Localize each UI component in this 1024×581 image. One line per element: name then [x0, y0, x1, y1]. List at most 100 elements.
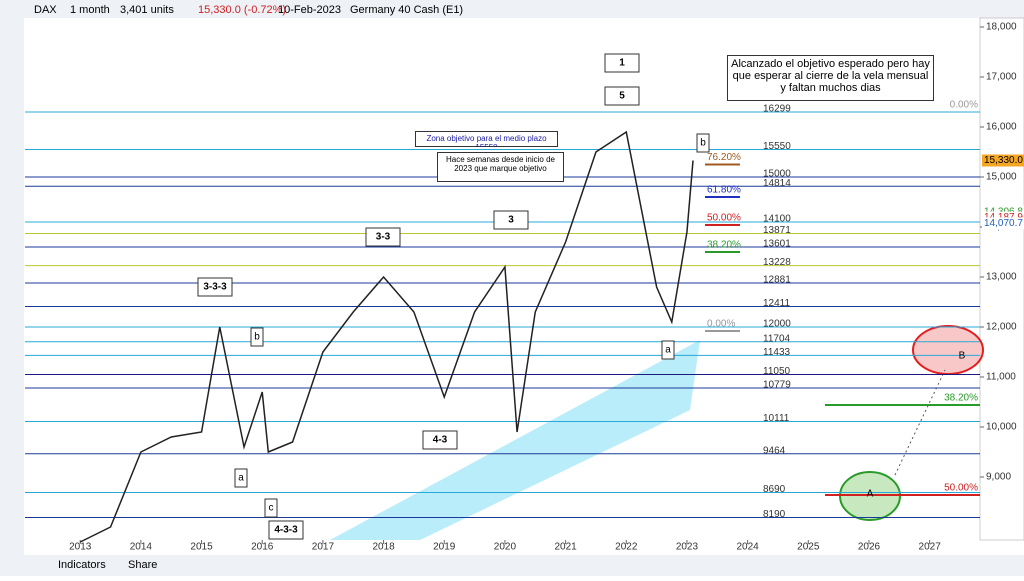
- level-label: 15000: [763, 169, 791, 180]
- fib-label: 0.00%: [707, 319, 735, 330]
- level-label: 10779: [763, 380, 791, 391]
- wave-label: a: [665, 345, 671, 356]
- y-tick-label: 17,000: [986, 72, 1017, 83]
- wave-label-box: [365, 227, 401, 247]
- level-label: 10111: [763, 413, 790, 424]
- wave-label-box: [250, 327, 264, 347]
- x-tick-label: 2018: [372, 542, 395, 553]
- fib-label: 61.80%: [707, 185, 741, 196]
- level-label: 13871: [763, 225, 791, 236]
- left-toolbar: [0, 18, 24, 555]
- interval[interactable]: 1 month: [70, 4, 110, 16]
- wave-label: 3: [508, 215, 514, 226]
- level-label: 12881: [763, 275, 791, 286]
- level-label: 13601: [763, 239, 791, 250]
- projection: [894, 369, 946, 476]
- wave-label: 3-3-3: [203, 282, 227, 293]
- level-label: 12000: [763, 319, 791, 330]
- y-tick-label: 13,000: [986, 272, 1017, 283]
- wave-label: 3-3: [376, 232, 391, 243]
- y-tick-label: 11,000: [986, 372, 1016, 383]
- fib-label: 50.00%: [944, 483, 978, 494]
- wave-label: 5: [619, 91, 625, 102]
- price-line: [79, 130, 694, 543]
- wave-label: a: [238, 473, 244, 484]
- level-label: 8690: [763, 484, 786, 495]
- price-axis: [979, 17, 1024, 541]
- price-label: 14,070.7: [984, 218, 1023, 229]
- x-tick-label: 2016: [251, 542, 274, 553]
- fib-label: 38.20%: [707, 240, 741, 251]
- note-box: Alcanzado el objetivo esperado pero hay …: [727, 55, 934, 101]
- y-tick-label: 16,000: [986, 122, 1017, 133]
- wave-label-box: [264, 498, 278, 518]
- note: Zona objetivo para el medio plazo 15550: [415, 131, 558, 147]
- wave-label-box: [422, 430, 458, 450]
- price-label-box: [982, 217, 1024, 230]
- wave-label-box: [604, 53, 640, 73]
- level-label: 16299: [763, 104, 791, 115]
- instrument: Germany 40 Cash (E1): [350, 4, 463, 16]
- x-tick-label: 2019: [433, 542, 456, 553]
- price-label-box: [982, 154, 1024, 167]
- wave-label-box: [268, 520, 304, 540]
- wave-label: A: [867, 489, 874, 500]
- top-toolbar: [0, 0, 1024, 18]
- x-tick-label: 2021: [554, 542, 577, 553]
- note: Alcanzado el objetivo esperado pero hay …: [727, 55, 934, 101]
- note: Hace semanas desde inicio de 2023 que ma…: [437, 152, 564, 182]
- units[interactable]: 3,401 units: [120, 4, 174, 16]
- x-tick-label: 2024: [736, 542, 759, 553]
- y-tick-label: 15,000: [986, 172, 1017, 183]
- level-label: 9464: [763, 445, 786, 456]
- price-label: 15,330.0: [984, 155, 1023, 166]
- wave-label: 4-3-3: [274, 525, 298, 536]
- wave-label: 4-3: [433, 435, 448, 446]
- wave-label-box: [234, 468, 248, 488]
- fib-label: 38.20%: [944, 393, 978, 404]
- x-tick-label: 2013: [69, 542, 92, 553]
- cloud-band: [330, 340, 700, 540]
- wave-label: B: [959, 351, 966, 362]
- wave-label-box: [661, 340, 675, 360]
- level-label: 15550: [763, 141, 791, 152]
- level-label: 14814: [763, 178, 791, 189]
- wave-label: c: [269, 503, 274, 514]
- x-tick-label: 2017: [312, 542, 335, 553]
- fib-label: 0.00%: [950, 100, 978, 111]
- wave-label: b: [254, 332, 260, 343]
- symbol[interactable]: DAX: [34, 4, 57, 16]
- level-label: 13228: [763, 257, 791, 268]
- y-tick-label: 10,000: [986, 422, 1017, 433]
- share-button[interactable]: Share: [128, 559, 157, 571]
- level-label: 12411: [763, 298, 791, 309]
- fib-label: 50.00%: [707, 213, 741, 224]
- indicators-button[interactable]: Indicators: [58, 559, 106, 571]
- x-tick-label: 2026: [858, 542, 881, 553]
- fib-label: 76.20%: [707, 152, 741, 163]
- bottom-toolbar: [0, 555, 1024, 576]
- level-label: 11433: [763, 347, 791, 358]
- level-label: 8190: [763, 509, 786, 520]
- wave-label: b: [700, 138, 706, 149]
- y-tick-label: 18,000: [986, 22, 1017, 33]
- x-tick-label: 2020: [494, 542, 517, 553]
- y-tick-label: 12,000: [986, 322, 1017, 333]
- wave-label-box: [696, 133, 710, 153]
- wave-label-box: [493, 210, 529, 230]
- x-tick-label: 2015: [190, 542, 213, 553]
- level-label: 11050: [763, 366, 791, 377]
- wave-label-box: [604, 86, 640, 106]
- level-label: 11704: [763, 333, 791, 344]
- wave-label: 1: [619, 58, 625, 69]
- level-label: 14100: [763, 214, 791, 225]
- x-tick-label: 2023: [676, 542, 699, 553]
- y-tick-label: 9,000: [986, 472, 1011, 483]
- x-tick-label: 2027: [919, 542, 942, 553]
- note-box: Zona objetivo para el medio plazo 15550: [415, 131, 558, 147]
- note-box: Hace semanas desde inicio de 2023 que ma…: [437, 152, 564, 182]
- price: 15,330.0 (-0.72%): [198, 4, 286, 16]
- x-tick-label: 2022: [615, 542, 638, 553]
- x-tick-label: 2014: [130, 542, 153, 553]
